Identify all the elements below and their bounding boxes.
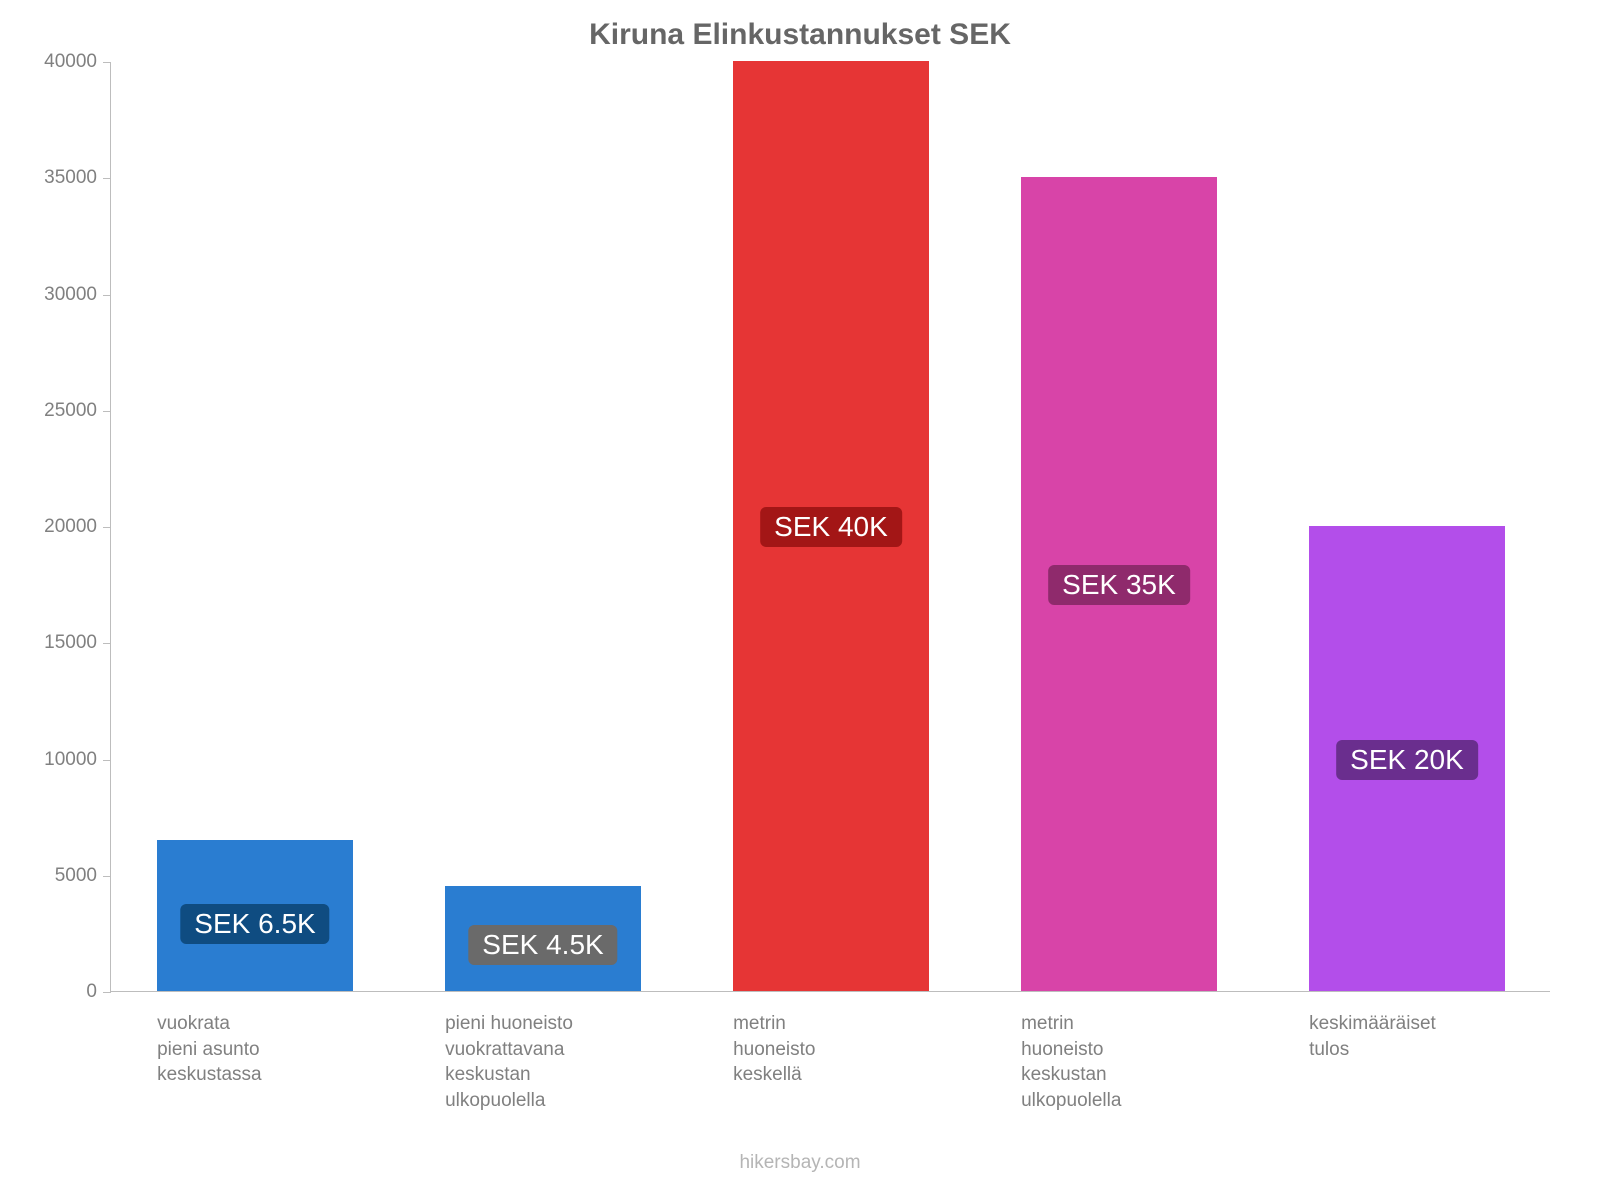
bar-value-label: SEK 35K — [1048, 565, 1190, 605]
x-tick-label-line: keskimääräiset — [1309, 1011, 1505, 1037]
x-tick-label-line: keskellä — [733, 1062, 929, 1088]
bar-value-label: SEK 6.5K — [180, 904, 329, 944]
bar-value-label: SEK 40K — [760, 507, 902, 547]
chart-title: Kiruna Elinkustannukset SEK — [0, 18, 1600, 52]
y-tick-label: 40000 — [44, 51, 97, 73]
x-tick-label-line: vuokrata — [157, 1011, 353, 1037]
y-tick — [103, 178, 111, 179]
x-tick-label: metrinhuoneistokeskustanulkopuolella — [1021, 1011, 1217, 1114]
y-tick — [103, 876, 111, 877]
x-tick-label: vuokratapieni asuntokeskustassa — [157, 1011, 353, 1088]
x-tick-label: pieni huoneistovuokrattavanakeskustanulk… — [445, 1011, 641, 1114]
x-tick-label: keskimääräisettulos — [1309, 1011, 1505, 1062]
y-tick — [103, 62, 111, 63]
x-tick-label-line: keskustassa — [157, 1062, 353, 1088]
y-tick-label: 30000 — [44, 284, 97, 306]
x-tick-label-line: keskustan — [445, 1062, 641, 1088]
y-tick-label: 10000 — [44, 749, 97, 771]
x-tick-label-line: huoneisto — [1021, 1037, 1217, 1063]
x-tick-label-line: tulos — [1309, 1037, 1505, 1063]
y-tick — [103, 760, 111, 761]
x-tick-label-line: ulkopuolella — [445, 1088, 641, 1114]
x-tick-label-line: vuokrattavana — [445, 1037, 641, 1063]
x-tick-label-line: pieni huoneisto — [445, 1011, 641, 1037]
x-tick-label-line: metrin — [733, 1011, 929, 1037]
y-tick-label: 20000 — [44, 516, 97, 538]
x-tick-label-line: keskustan — [1021, 1062, 1217, 1088]
y-tick — [103, 992, 111, 993]
y-tick — [103, 295, 111, 296]
bar-value-label: SEK 4.5K — [468, 925, 617, 965]
x-tick-label-line: huoneisto — [733, 1037, 929, 1063]
x-tick-label-line: pieni asunto — [157, 1037, 353, 1063]
plot-area: 0500010000150002000025000300003500040000… — [110, 62, 1550, 992]
y-tick — [103, 643, 111, 644]
chart-container: Kiruna Elinkustannukset SEK 050001000015… — [0, 0, 1600, 1200]
y-tick — [103, 527, 111, 528]
y-tick-label: 25000 — [44, 400, 97, 422]
y-tick-label: 0 — [86, 981, 97, 1003]
x-tick-label-line: metrin — [1021, 1011, 1217, 1037]
chart-footer: hikersbay.com — [0, 1152, 1600, 1174]
x-tick-label-line: ulkopuolella — [1021, 1088, 1217, 1114]
x-tick-label: metrinhuoneistokeskellä — [733, 1011, 929, 1088]
y-tick-label: 35000 — [44, 167, 97, 189]
y-tick-label: 15000 — [44, 632, 97, 654]
bar-value-label: SEK 20K — [1336, 740, 1478, 780]
y-tick — [103, 411, 111, 412]
y-tick-label: 5000 — [55, 865, 97, 887]
